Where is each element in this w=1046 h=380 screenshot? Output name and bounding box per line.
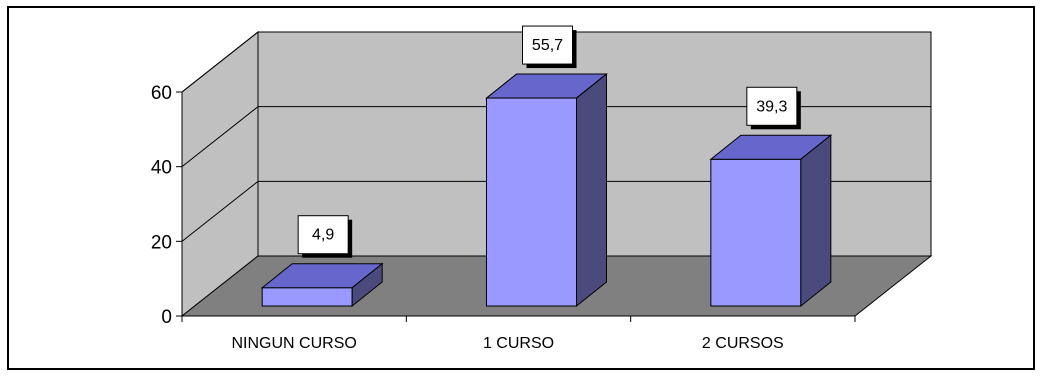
bars: [260, 73, 833, 308]
axes: [176, 91, 856, 322]
data-labels: 4,9 55,7 39,3: [297, 25, 801, 258]
bar-front-0: [261, 287, 353, 307]
chart-frame: 4,9 55,7 39,3 NINGUN CURSO 1 CURSO 2 CURSOS …: [7, 6, 1035, 370]
data-label: 55,7: [532, 37, 563, 54]
gridlines: [181, 31, 931, 242]
data-label: 4,9: [312, 227, 334, 244]
data-label-box: [522, 25, 573, 65]
bar-side-1: [576, 73, 607, 308]
data-label: 39,3: [756, 98, 787, 115]
y-tick-label: 60: [151, 83, 172, 104]
category-label: NINGUN CURSO: [231, 335, 356, 352]
y-tick-label: 40: [151, 158, 172, 179]
bar-front-2: [710, 158, 802, 307]
gridline-1: [181, 180, 931, 242]
category-labels: NINGUN CURSO 1 CURSO 2 CURSOS: [231, 335, 783, 352]
data-label-box: [297, 215, 349, 255]
bar-side-2: [800, 134, 832, 308]
bar-side-0: [351, 262, 383, 308]
data-label-box: [746, 86, 798, 126]
gridline-2: [181, 106, 931, 168]
y-tick-label: 0: [161, 307, 172, 328]
y-tick-label: 20: [151, 232, 172, 253]
category-label: 2 CURSOS: [702, 335, 784, 352]
gridline-3: [181, 31, 931, 93]
category-label: 1 CURSO: [483, 335, 554, 352]
bar-chart: 4,955,739,3 NINGUN CURSO 1 CURSO 2 CURSOS …: [151, 25, 933, 352]
y-tick-labels: 0 20 40 60: [151, 83, 172, 328]
bar-front-1: [486, 97, 577, 307]
